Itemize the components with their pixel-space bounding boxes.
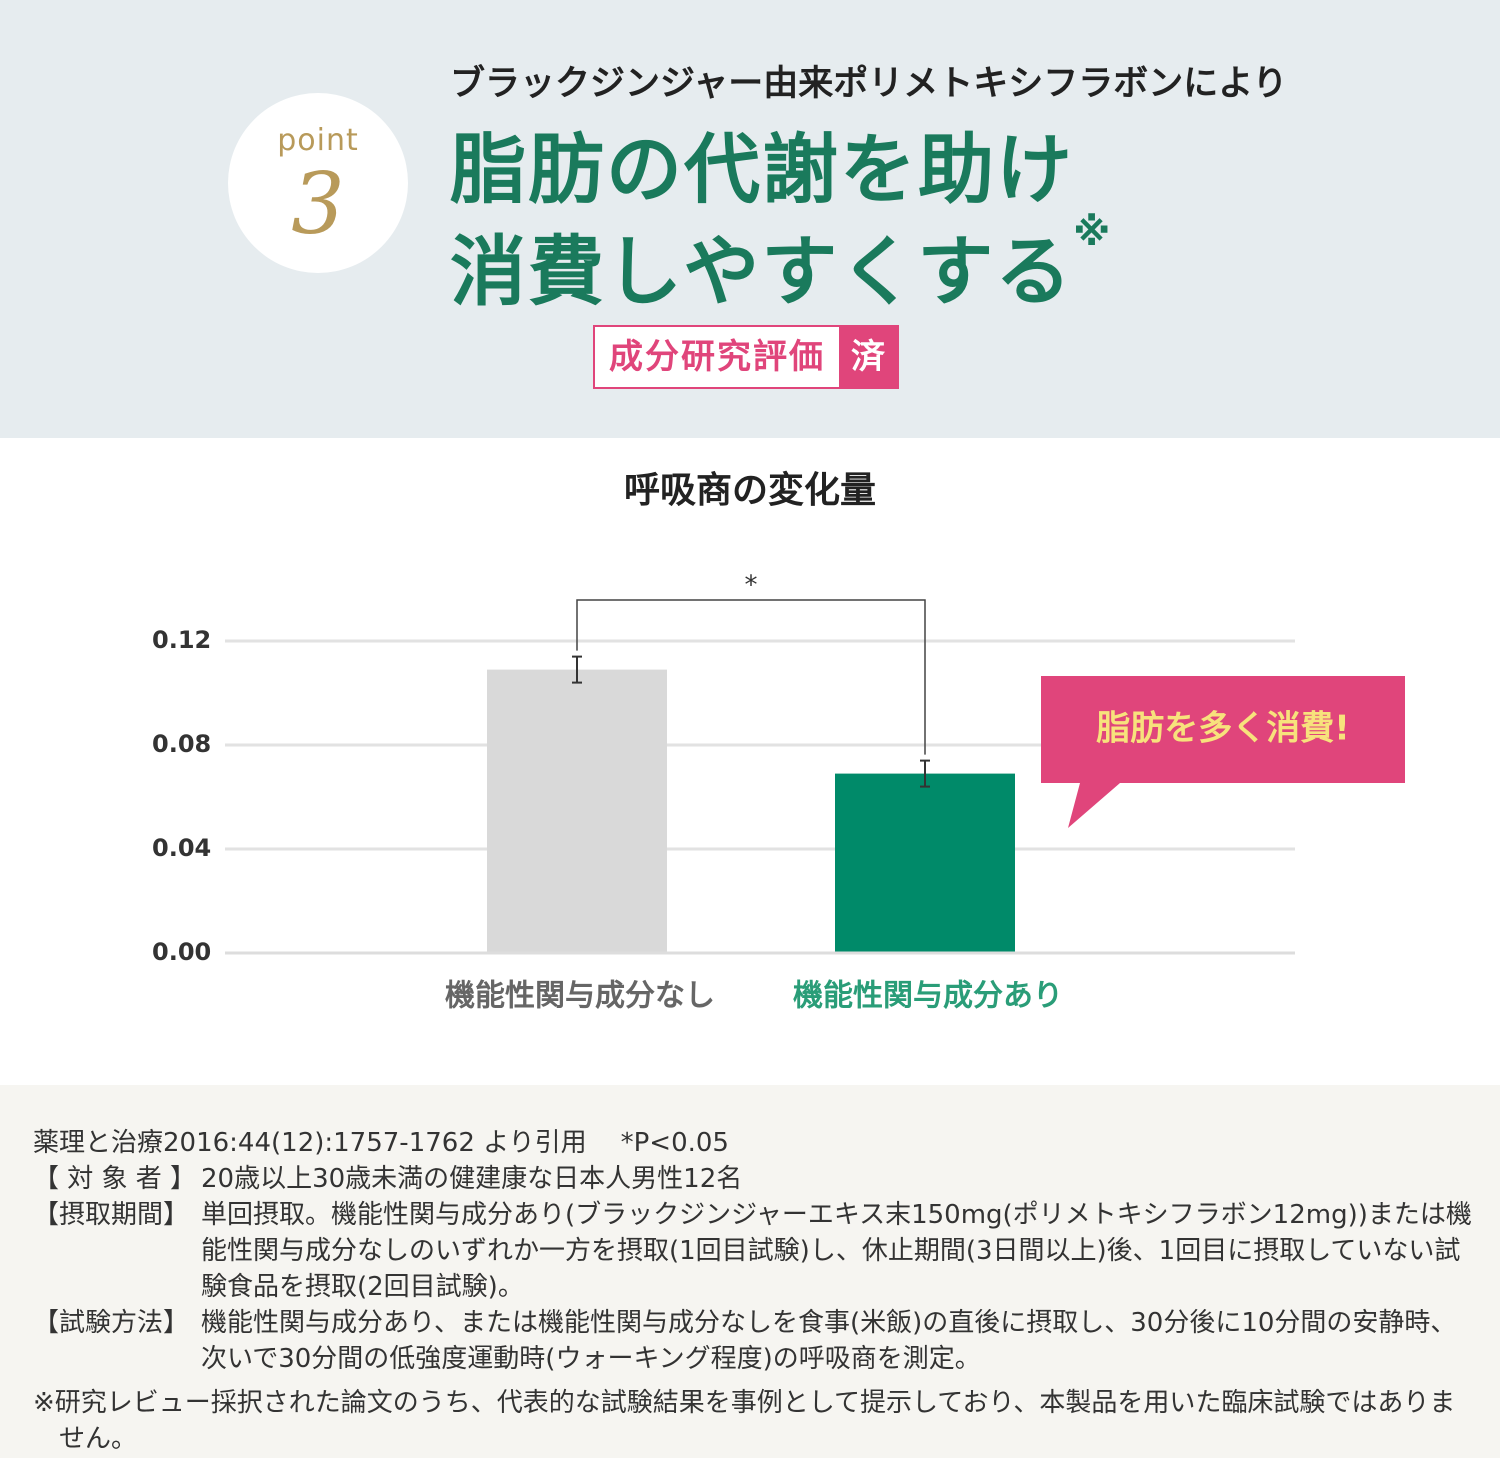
title-line: 消費しやすくする bbox=[450, 227, 1074, 316]
notes: 薬理と治療2016:44(12):1757-1762 より引用 *P<0.05 【… bbox=[0, 1085, 1500, 1458]
badge-text: 成分研究評価 bbox=[609, 337, 825, 377]
note-items: 【 対 象 者 】 20歳以上30歳未満の健建康な日本人男性12名 【摂取期間】 単回… bbox=[33, 1161, 1473, 1377]
bar bbox=[487, 669, 667, 953]
callout-text: 脂肪を多く消費! bbox=[1096, 709, 1350, 749]
note-label: 【 対 象 者 】 bbox=[33, 1164, 197, 1194]
title-line-wrap: 消費しやすくする※ bbox=[450, 210, 1112, 320]
chart-title: 呼吸商の変化量 bbox=[624, 469, 876, 511]
note-item: 【摂取期間】 単回摂取。機能性関与成分あり(ブラックジンジャーエキス末150mg(… bbox=[33, 1197, 1473, 1305]
note-text: 機能性関与成分あり、または機能性関与成分なしを食事(米飯)の直後に摂取し、30分… bbox=[201, 1308, 1457, 1374]
point-badge: point 3 bbox=[228, 93, 408, 273]
notes-body: 薬理と治療2016:44(12):1757-1762 より引用 *P<0.05 【… bbox=[33, 1125, 1473, 1457]
header: point 3 ブラックジンジャー由来ポリメトキシフラボンにより 脂肪の代謝を助… bbox=[0, 0, 1500, 438]
note-text: 単回摂取。機能性関与成分あり(ブラックジンジャーエキス末150mg(ポリメトキシ… bbox=[201, 1200, 1472, 1302]
citation-line: 薬理と治療2016:44(12):1757-1762 より引用 *P<0.05 bbox=[33, 1125, 1473, 1161]
significance-bracket bbox=[576, 599, 926, 755]
disclaimer: ※研究レビュー採択された論文のうち、代表的な試験結果を事例として提示しており、本… bbox=[33, 1388, 1456, 1454]
note-label: 【試験方法】 bbox=[33, 1308, 190, 1338]
y-tick-label: 0.00 bbox=[152, 938, 211, 966]
note-text: 20歳以上30歳未満の健建康な日本人男性12名 bbox=[201, 1164, 743, 1194]
title-mark: ※ bbox=[1073, 210, 1113, 254]
evaluation-badge: 成分研究評価 済 bbox=[593, 325, 899, 389]
lead: ブラックジンジャー由来ポリメトキシフラボンにより bbox=[450, 64, 1288, 104]
y-tick-label: 0.08 bbox=[152, 730, 211, 758]
x-tick-label: 機能性関与成分あり bbox=[793, 979, 1063, 1014]
note-label: 【摂取期間】 bbox=[33, 1200, 190, 1230]
note-item: 【試験方法】 機能性関与成分あり、または機能性関与成分なしを食事(米飯)の直後に摂… bbox=[33, 1305, 1473, 1377]
bar bbox=[835, 773, 1015, 953]
y-tick-label: 0.12 bbox=[152, 626, 211, 654]
p-value: *P<0.05 bbox=[620, 1128, 729, 1158]
note-item: 【 対 象 者 】 20歳以上30歳未満の健建康な日本人男性12名 bbox=[33, 1161, 1473, 1197]
badge-mark: 済 bbox=[839, 327, 897, 387]
x-tick-label: 機能性関与成分なし bbox=[445, 979, 715, 1014]
point-label: point bbox=[277, 123, 359, 158]
citation: 薬理と治療2016:44(12):1757-1762 より引用 bbox=[33, 1128, 587, 1158]
y-tick-label: 0.04 bbox=[152, 834, 211, 862]
chart: 呼吸商の変化量 0.00 0.04 0.08 0.12 機能性関与成分なし 機能性関与成分… bbox=[152, 469, 1405, 1014]
point-number: 3 bbox=[291, 155, 345, 253]
callout-box bbox=[1041, 676, 1405, 828]
significance-mark: * bbox=[745, 571, 758, 601]
title-line: 脂肪の代謝を助け bbox=[450, 125, 1074, 214]
